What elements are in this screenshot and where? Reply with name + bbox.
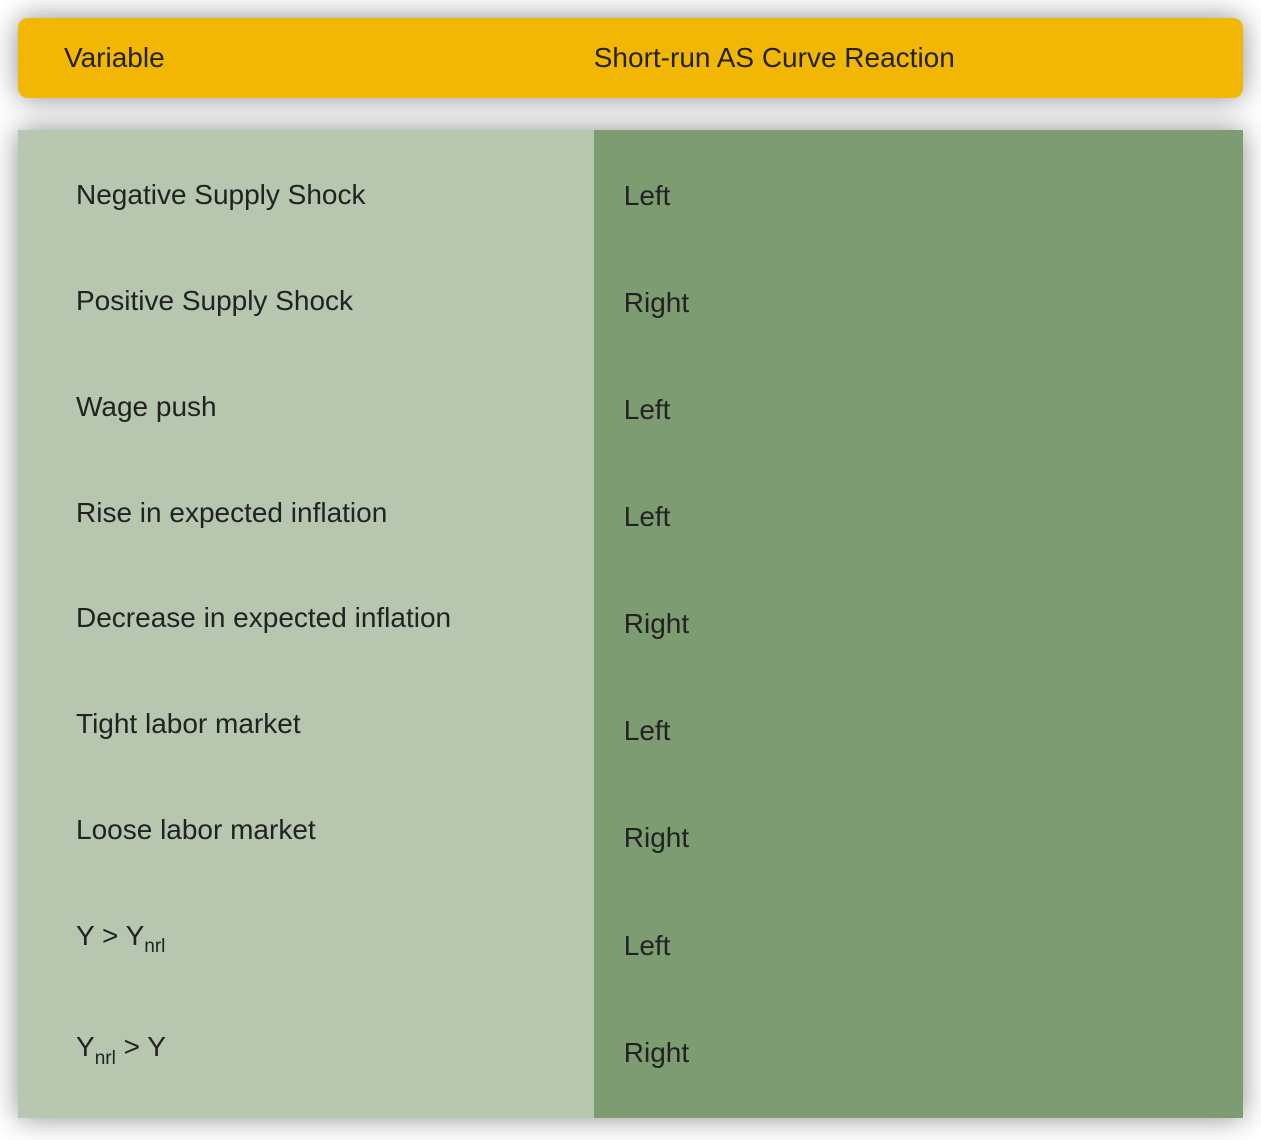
table-row-variable: Rise in expected inflation — [76, 496, 574, 530]
table-row-reaction: Right — [624, 286, 1223, 320]
column-reaction: Left Right Left Left Right Left Right Left Right — [594, 130, 1243, 1118]
table-row-reaction: Right — [624, 607, 1223, 641]
table-row-variable: Ynrl > Y — [76, 1030, 574, 1069]
table-row-reaction: Left — [624, 929, 1223, 963]
header-col-variable: Variable — [18, 42, 594, 74]
table-row-variable: Decrease in expected inflation — [76, 601, 574, 635]
table-body: Negative Supply Shock Positive Supply Sho… — [18, 130, 1243, 1118]
table-row-variable: Loose labor market — [76, 813, 574, 847]
table-row-reaction: Right — [624, 821, 1223, 855]
column-variable: Negative Supply Shock Positive Supply Sho… — [18, 130, 594, 1118]
table-row-reaction: Left — [624, 179, 1223, 213]
table-row-reaction: Right — [624, 1036, 1223, 1070]
table-row-variable: Tight labor market — [76, 707, 574, 741]
table-shadow-wrapper: Variable Short-run AS Curve Reaction Neg… — [18, 18, 1243, 1118]
table-row-reaction: Left — [624, 393, 1223, 427]
header-label-reaction: Short-run AS Curve Reaction — [594, 42, 955, 73]
table-row-variable: Wage push — [76, 390, 574, 424]
table-header: Variable Short-run AS Curve Reaction — [18, 18, 1243, 98]
header-label-variable: Variable — [64, 42, 165, 73]
header-col-reaction: Short-run AS Curve Reaction — [594, 42, 1243, 74]
table-row-variable: Positive Supply Shock — [76, 284, 574, 318]
table-row-reaction: Left — [624, 500, 1223, 534]
table-row-variable: Y > Ynrl — [76, 919, 574, 958]
header-body-gap — [18, 98, 1243, 130]
table-row-reaction: Left — [624, 714, 1223, 748]
table-row-variable: Negative Supply Shock — [76, 178, 574, 212]
table-container: Variable Short-run AS Curve Reaction Neg… — [0, 0, 1261, 1140]
